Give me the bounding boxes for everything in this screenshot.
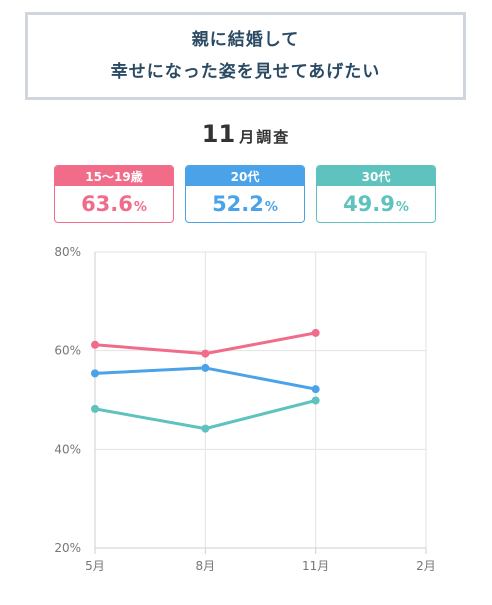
data-point bbox=[201, 424, 210, 433]
data-point bbox=[91, 340, 99, 349]
x-tick-label: 11月 bbox=[302, 559, 329, 573]
y-tick-label: 40% bbox=[54, 442, 81, 456]
card-teen-unit: % bbox=[133, 199, 147, 215]
title-line-1: 親に結婚して bbox=[191, 30, 300, 50]
x-tick-label: 2月 bbox=[416, 559, 436, 573]
chart-grid bbox=[94, 251, 427, 554]
data-point bbox=[311, 385, 320, 394]
line-chart: 20% 40% 60% 80% 5月 8月 11月 2月 bbox=[54, 245, 435, 573]
data-point bbox=[201, 349, 210, 358]
card-twenties-label: 20代 bbox=[186, 166, 304, 186]
card-teen: 15〜19歳 63.6% bbox=[54, 165, 174, 223]
x-tick-label: 8月 bbox=[196, 559, 216, 573]
chart-labels: 20% 40% 60% 80% 5月 8月 11月 2月 bbox=[54, 245, 435, 573]
card-twenties: 20代 52.2% bbox=[185, 165, 305, 223]
title-box: 親に結婚して 幸せになった姿を見せてあげたい bbox=[25, 12, 466, 100]
card-thirties-value: 49.9 bbox=[343, 192, 395, 216]
survey-month: 11 bbox=[201, 120, 236, 148]
data-point bbox=[201, 363, 210, 372]
y-tick-label: 60% bbox=[54, 344, 81, 358]
data-point bbox=[311, 328, 320, 337]
data-point bbox=[91, 404, 99, 413]
card-thirties-label: 30代 bbox=[317, 166, 435, 186]
data-point bbox=[91, 369, 99, 378]
card-teen-label: 15〜19歳 bbox=[55, 166, 173, 186]
y-tick-label: 20% bbox=[54, 541, 81, 555]
y-tick-label: 80% bbox=[54, 245, 81, 259]
data-point bbox=[311, 396, 320, 405]
card-twenties-value: 52.2 bbox=[212, 192, 264, 216]
x-tick-label: 5月 bbox=[85, 559, 105, 573]
card-teen-value: 63.6 bbox=[81, 192, 133, 216]
card-teen-value-row: 63.6% bbox=[55, 186, 173, 222]
survey-suffix: 月調査 bbox=[239, 128, 291, 146]
card-thirties-unit: % bbox=[395, 199, 409, 215]
card-twenties-value-row: 52.2% bbox=[186, 186, 304, 222]
chart-series bbox=[91, 328, 320, 433]
title-line-2: 幸せになった姿を見せてあげたい bbox=[110, 62, 381, 82]
survey-date: 11 月調査 bbox=[0, 120, 492, 148]
card-thirties: 30代 49.9% bbox=[316, 165, 436, 223]
card-thirties-value-row: 49.9% bbox=[317, 186, 435, 222]
card-twenties-unit: % bbox=[264, 199, 278, 215]
